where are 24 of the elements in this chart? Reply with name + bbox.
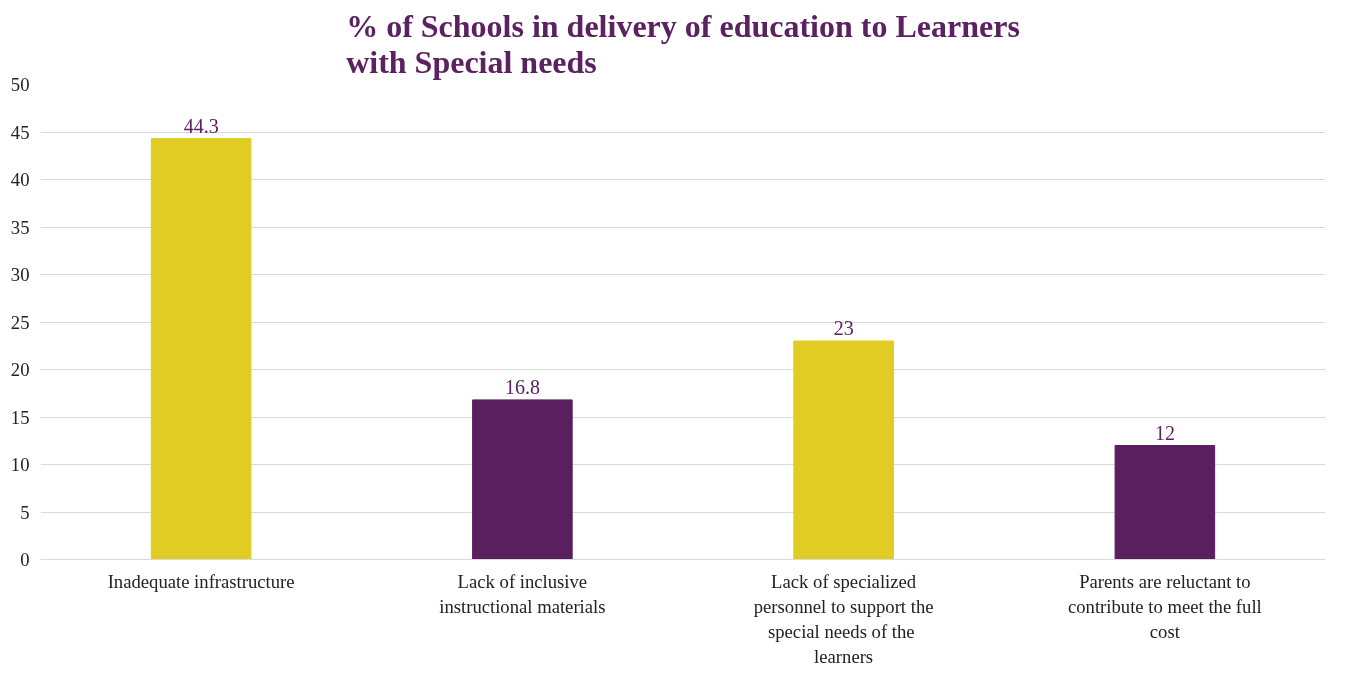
y-tick-label: 45 [10, 121, 30, 143]
y-tick-label: 50 [10, 74, 30, 95]
bar [150, 138, 252, 560]
y-tick-label: 0 [20, 549, 30, 570]
bar [793, 340, 894, 560]
y-tick-label: 35 [10, 216, 30, 238]
y-tick-label: 20 [10, 359, 30, 380]
x-tick-label: Parents are reluctant to contribute to meet the full cost [1068, 570, 1262, 642]
data-label: 44.3 [183, 114, 219, 137]
data-label: 12 [1154, 421, 1175, 444]
data-label: 23 [833, 317, 854, 339]
y-tick-label: 10 [10, 454, 30, 475]
bar [1114, 445, 1216, 560]
bar [472, 399, 573, 560]
y-tick-label: 40 [10, 169, 30, 190]
data-label: 16.8 [504, 375, 540, 398]
y-tick-label: 15 [10, 406, 30, 428]
y-tick-label: 25 [10, 311, 30, 333]
chart-title: % of Schools in delivery of education to Learners with Special needs [346, 7, 1020, 80]
x-tick-label: Lack of specialized personnel to support the special needs of the learners [753, 570, 934, 668]
y-tick-label: 5 [20, 501, 30, 523]
x-tick-label: Lack of inclusive instructional materials [439, 570, 606, 617]
y-tick-label: 30 [10, 264, 30, 285]
x-tick-label: Inadequate infrastructure [107, 570, 295, 592]
